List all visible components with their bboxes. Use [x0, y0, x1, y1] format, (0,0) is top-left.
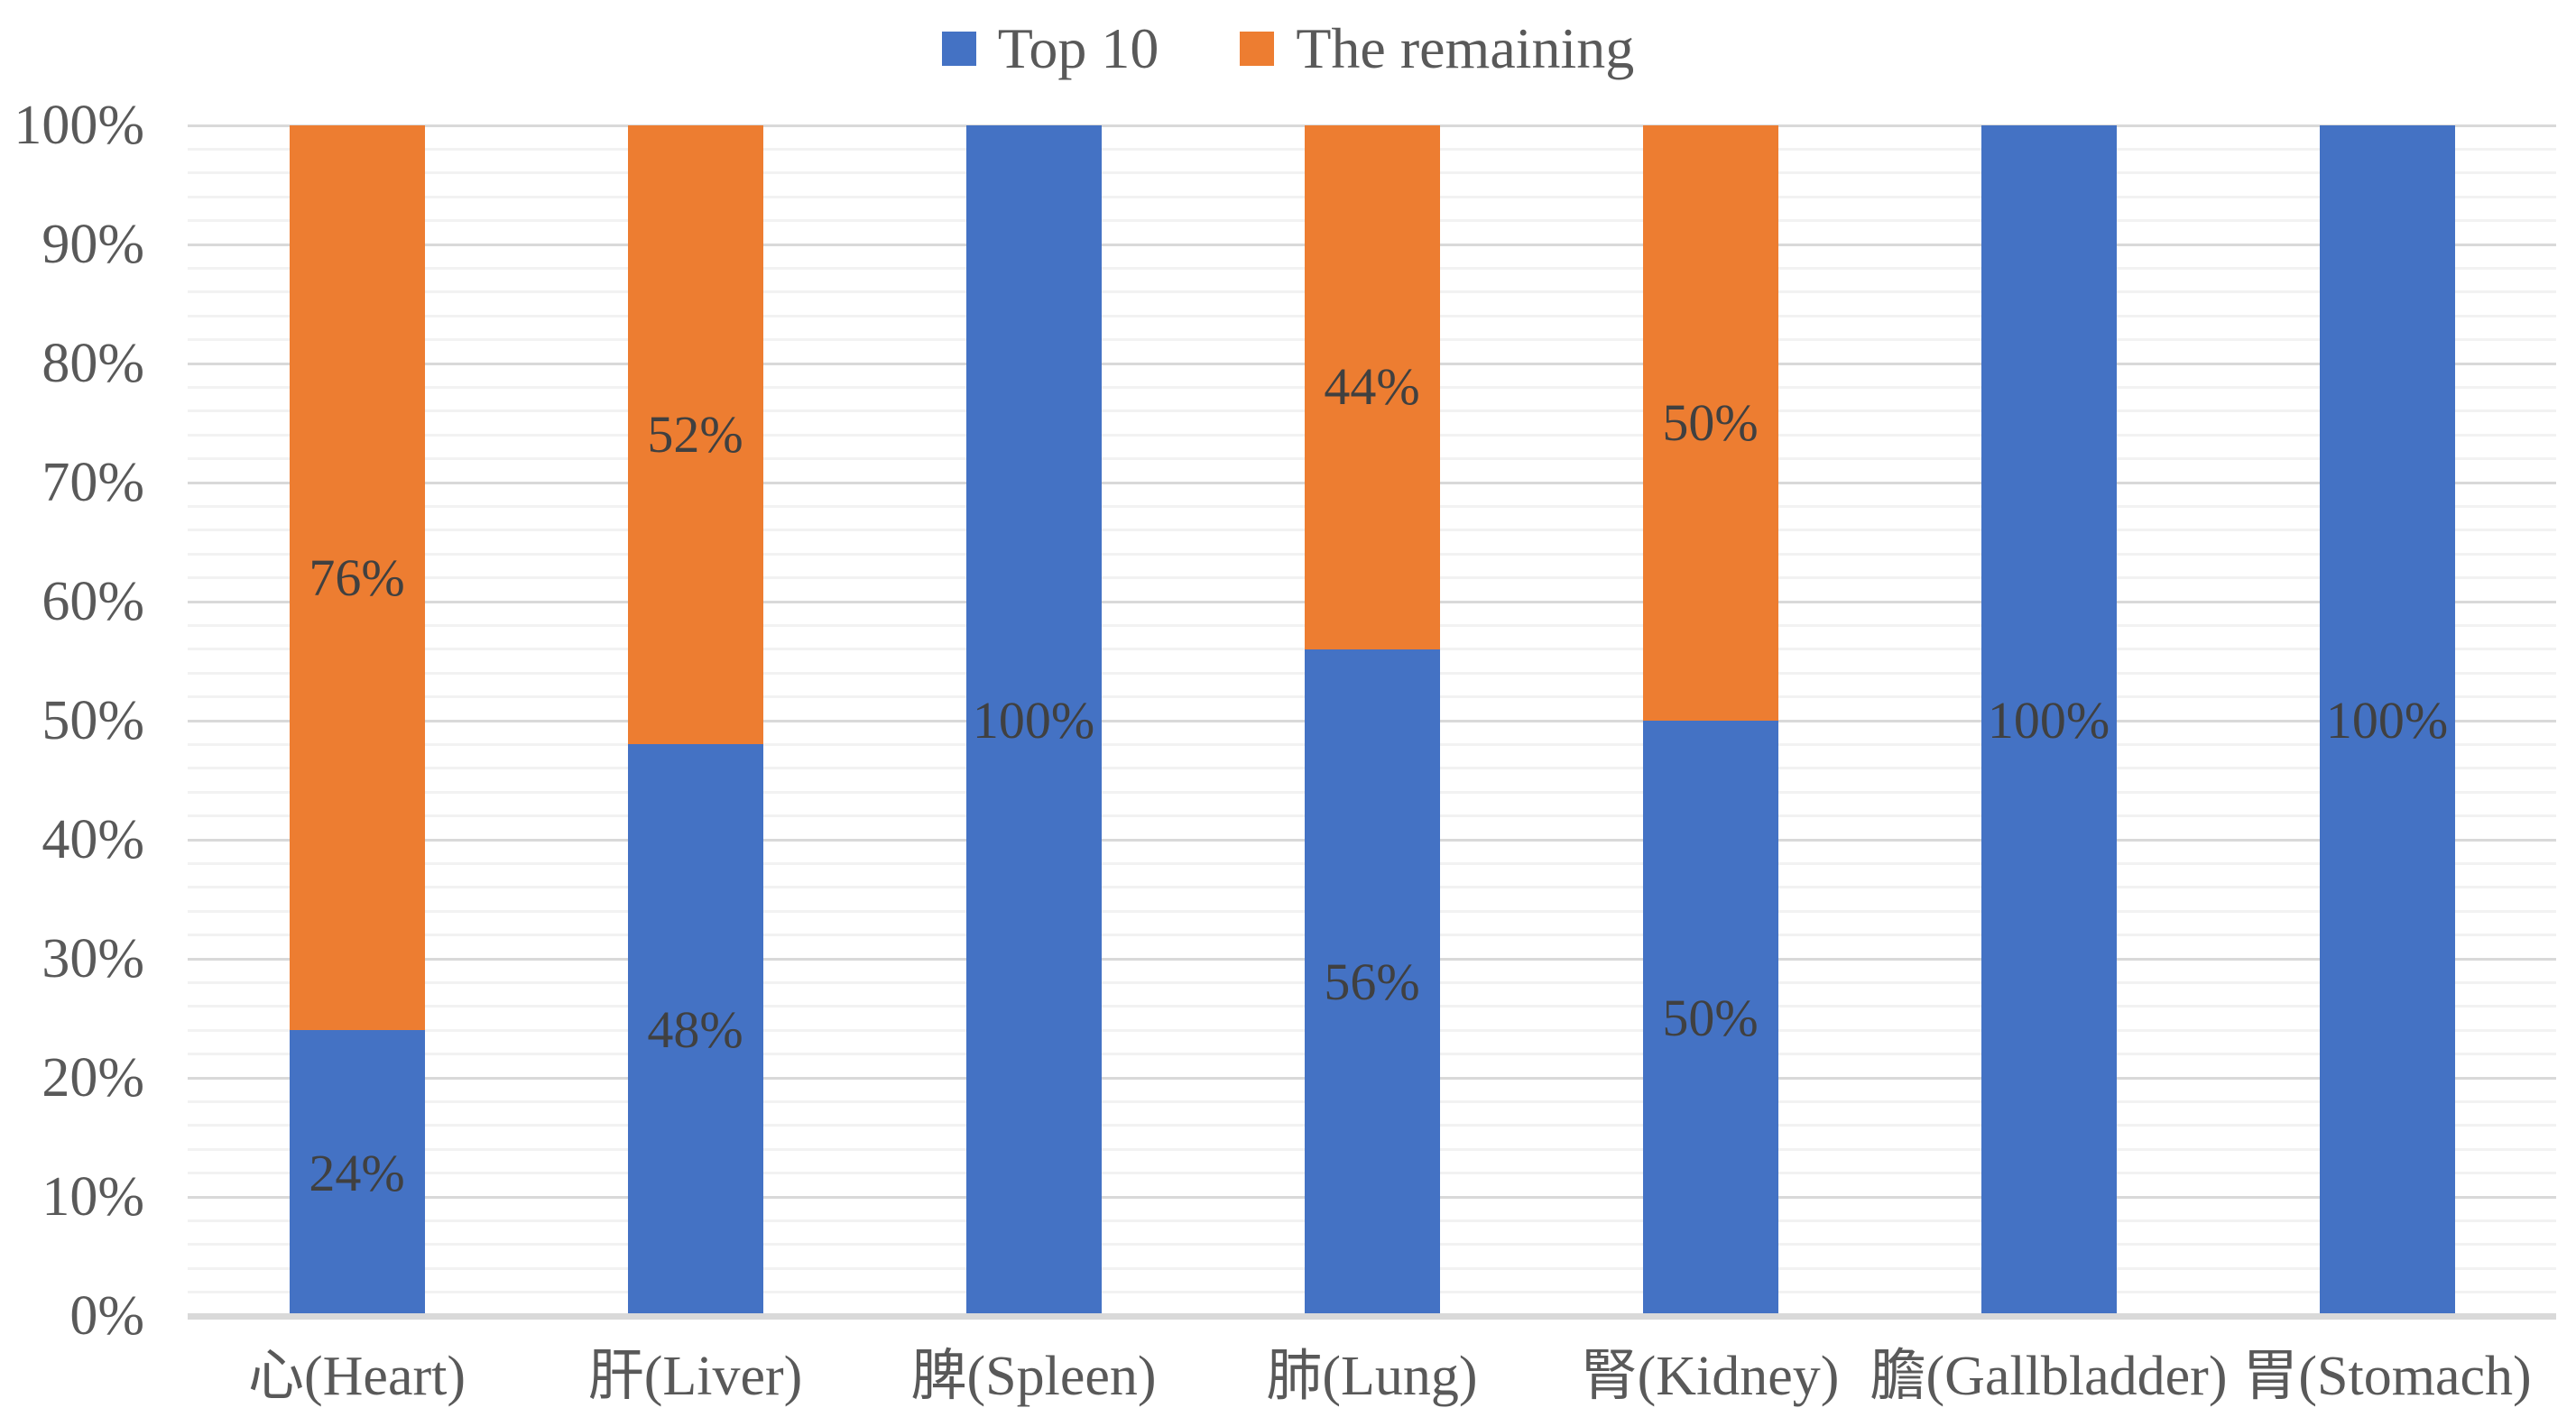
bar-top10-6	[1980, 125, 2117, 1316]
data-label: 50%	[1662, 989, 1759, 1047]
y-tick-label: 40%	[42, 809, 144, 870]
data-label: 56%	[1324, 952, 1420, 1012]
y-tick-label: 90%	[42, 214, 144, 275]
legend-swatch-icon	[941, 32, 976, 66]
data-label: 24%	[309, 1143, 405, 1202]
bar-top10-3	[965, 125, 1102, 1316]
y-tick-label: 50%	[42, 690, 144, 751]
y-axis: 0% 10% 20% 30% 40% 50% 60% 70% 80% 90% 100%	[0, 97, 144, 1344]
legend-item-1: Top 10	[941, 16, 1159, 80]
y-tick-label: 10%	[42, 1166, 144, 1228]
bar-remaining-4	[1304, 125, 1440, 649]
bar-top10-5	[1642, 721, 1778, 1316]
bar-remaining-5	[1642, 125, 1778, 721]
bar-remaining-1	[289, 125, 425, 1031]
data-label: 48%	[647, 1000, 743, 1060]
x-tick-label: 胃(Stomach)	[2242, 1346, 2532, 1407]
chart-legend: Top 10 The remaining	[0, 20, 2576, 78]
y-tick-label: 100%	[14, 95, 144, 156]
x-axis-line	[188, 1313, 2556, 1320]
legend-item-label: The remaining	[1296, 16, 1635, 80]
bar-top10-7	[2319, 125, 2455, 1316]
legend-swatch-icon	[1240, 32, 1275, 66]
y-tick-label: 80%	[42, 333, 144, 394]
data-label: 52%	[647, 405, 743, 465]
legend-item-2: The remaining	[1240, 20, 1634, 78]
bar-top10-2	[627, 744, 763, 1316]
x-tick-label: 肝(Liver)	[587, 1346, 803, 1407]
data-label: 100%	[2325, 691, 2449, 750]
plot-area: 24% 76% 48% 52% 100% 56% 44% 50% 50% 100% 100%	[188, 124, 2556, 1316]
y-tick-label: 20%	[42, 1047, 144, 1109]
legend-item-label: Top 10	[997, 16, 1159, 80]
y-tick-label: 30%	[42, 928, 144, 989]
data-label: 44%	[1324, 357, 1420, 417]
bar-top10-1	[289, 1030, 425, 1316]
bar-top10-4	[1304, 649, 1440, 1316]
y-tick-label: 70%	[42, 452, 144, 513]
x-axis: 心(Heart) 肝(Liver) 脾(Spleen) 肺(Lung) 腎(Kidney…	[188, 1346, 2556, 1417]
y-tick-label: 0%	[69, 1285, 144, 1347]
x-tick-label: 膽(Gallbladder)	[1870, 1346, 2228, 1407]
x-tick-label: 心(Heart)	[248, 1346, 466, 1407]
data-label: 100%	[1987, 691, 2110, 750]
data-label: 100%	[972, 691, 1095, 750]
bar-remaining-2	[627, 125, 763, 745]
y-tick-label: 60%	[42, 571, 144, 632]
x-tick-label: 肺(Lung)	[1266, 1346, 1478, 1407]
data-label: 76%	[309, 547, 405, 607]
x-tick-label: 脾(Spleen)	[910, 1346, 1157, 1407]
x-tick-label: 腎(Kidney)	[1581, 1346, 1840, 1407]
data-label: 50%	[1662, 393, 1759, 452]
